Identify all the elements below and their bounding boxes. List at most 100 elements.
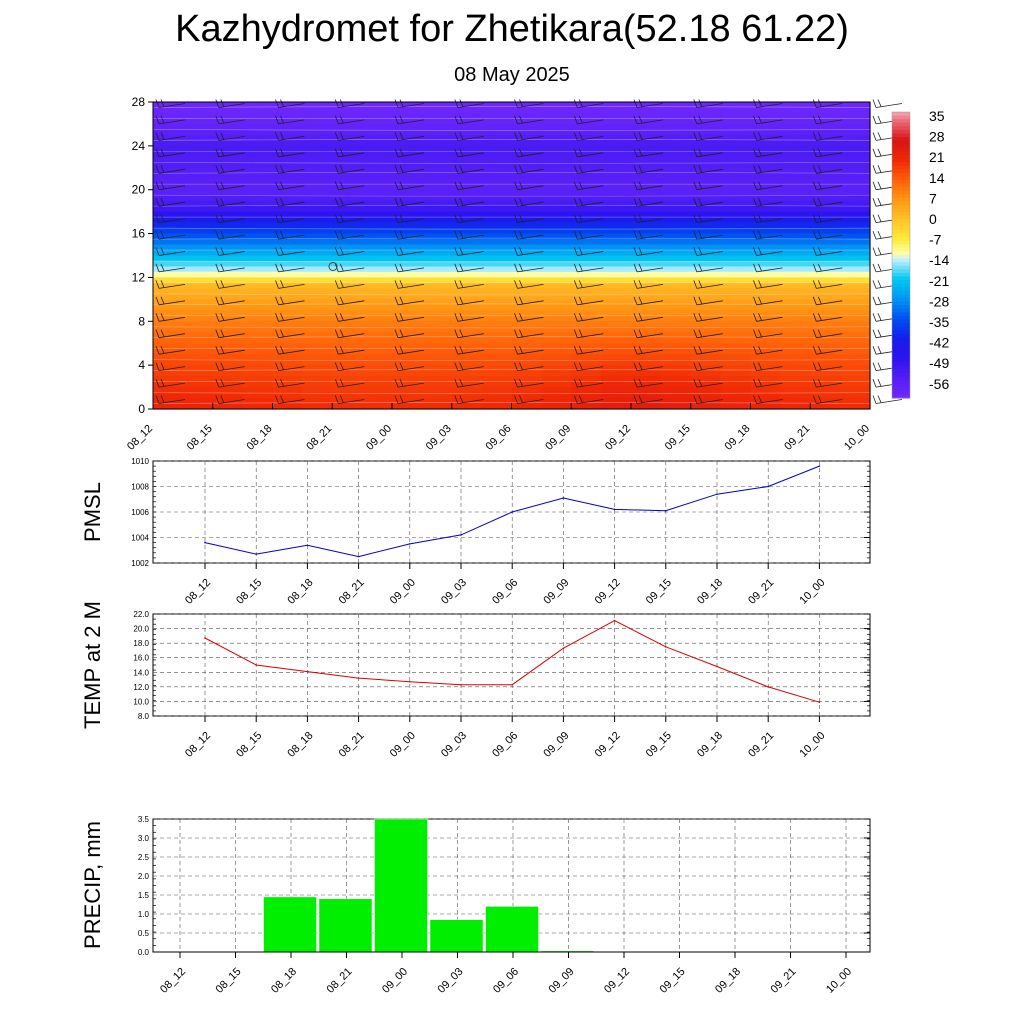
wind-barb-flag: [215, 132, 220, 141]
wind-barb-shaft: [636, 201, 664, 207]
heatmap-cell: [362, 239, 393, 246]
heatmap-cell: [690, 299, 722, 306]
temp-point: [665, 645, 667, 648]
wind-barb: [514, 165, 544, 174]
heatmap-cell: [840, 244, 871, 251]
heatmap-cell: [481, 326, 513, 333]
wind-barb-shaft: [816, 136, 843, 141]
wind-barb-flag: [638, 165, 643, 173]
heatmap-cell: [212, 112, 244, 120]
x-tick-label: 08_18: [285, 577, 315, 607]
heatmap-cell: [332, 354, 363, 361]
heatmap-cell: [272, 370, 303, 377]
contour-line: [152, 270, 871, 273]
heatmap-cell: [302, 376, 333, 383]
heatmap-cell: [392, 392, 423, 399]
heatmap-cell: [810, 321, 841, 328]
heatmap-cell: [720, 123, 752, 131]
heatmap-cell: [780, 387, 811, 394]
wind-barb-flag: [399, 280, 404, 288]
heatmap-cell: [481, 370, 513, 377]
wind-barb-flag: [877, 362, 882, 370]
wind-barb-shaft: [756, 136, 783, 141]
heatmap-cell: [631, 206, 662, 213]
heatmap-cell: [302, 145, 333, 152]
heatmap-cell: [631, 376, 662, 383]
wind-barb: [753, 362, 783, 371]
heatmap-cell: [242, 310, 274, 317]
wind-barb: [155, 181, 186, 191]
wind-barb-flag: [519, 198, 523, 206]
heatmap-cell: [153, 211, 184, 218]
wind-barb: [334, 148, 365, 158]
heatmap-cell: [840, 228, 871, 235]
heatmap-cell: [212, 206, 244, 213]
contour-line: [152, 237, 871, 240]
wind-barb-flag: [633, 296, 638, 305]
heatmap-cell: [631, 102, 662, 109]
heatmap-cell: [481, 337, 513, 344]
heatmap-cell: [750, 288, 781, 295]
heatmap-cell: [601, 282, 632, 289]
colorbar-segment: [892, 165, 910, 170]
heatmap-cell: [421, 102, 453, 109]
wind-barb-shaft: [696, 136, 723, 141]
wind-barb-flag: [215, 115, 220, 125]
heatmap-cell: [332, 332, 363, 339]
heatmap-cell: [690, 326, 722, 333]
wind-barb: [753, 214, 783, 223]
heatmap-cell: [242, 145, 274, 152]
heatmap-cell: [541, 244, 572, 251]
heatmap-cell: [392, 403, 423, 410]
wind-barb-flag: [339, 181, 344, 189]
wind-barb-flag: [339, 230, 344, 239]
heatmap-cell: [780, 145, 811, 152]
heatmap-cell: [212, 359, 244, 366]
wind-barb-shaft: [577, 136, 604, 141]
heatmap-cell: [690, 123, 722, 131]
heatmap-cell: [511, 271, 542, 279]
wind-barb-flag: [215, 214, 220, 223]
wind-barb-flag: [275, 313, 279, 322]
heatmap-cell: [242, 173, 274, 180]
wind-barb: [514, 346, 544, 355]
heatmap-cell: [362, 365, 393, 372]
contour-line: [152, 139, 871, 141]
heatmap-cell: [631, 277, 662, 284]
wind-barb: [454, 181, 484, 191]
wind-barb-flag: [758, 214, 762, 222]
heatmap-cell: [750, 365, 781, 372]
colorbar-segment: [892, 119, 910, 124]
wind-barb-flag: [275, 181, 279, 190]
wind-barb-flag: [459, 230, 464, 239]
heatmap-cell: [272, 266, 303, 273]
wind-barb-flag: [872, 362, 877, 371]
heatmap-cell: [421, 255, 453, 262]
wind-barb-flag: [399, 115, 404, 124]
heatmap-cell: [302, 343, 333, 350]
heatmap-cell: [392, 293, 423, 300]
wind-barb-flag: [693, 99, 698, 108]
heatmap-cell: [690, 200, 722, 207]
heatmap-cell: [780, 282, 811, 289]
heatmap-cell: [511, 277, 542, 284]
wind-barb-flag: [215, 329, 220, 338]
heatmap-cell: [571, 370, 602, 377]
wind-barb-flag: [698, 230, 703, 239]
heatmap-cell: [332, 343, 363, 350]
wind-barb: [812, 115, 843, 125]
colorbar-label: -14: [929, 252, 949, 268]
heatmap-cell: [810, 277, 841, 284]
heatmap-cell: [302, 398, 333, 405]
heatmap-cell: [601, 217, 632, 224]
heatmap-cell: [302, 332, 333, 339]
heatmap-cell: [451, 260, 483, 268]
wind-barb-flag: [872, 132, 877, 141]
temp-point: [357, 677, 360, 679]
wind-barb-flag: [459, 132, 464, 140]
heatmap-cell: [840, 376, 871, 383]
wind-barb: [753, 181, 783, 191]
heatmap-cell: [690, 398, 722, 405]
heatmap-cell: [810, 156, 841, 163]
wind-barb: [215, 181, 245, 191]
